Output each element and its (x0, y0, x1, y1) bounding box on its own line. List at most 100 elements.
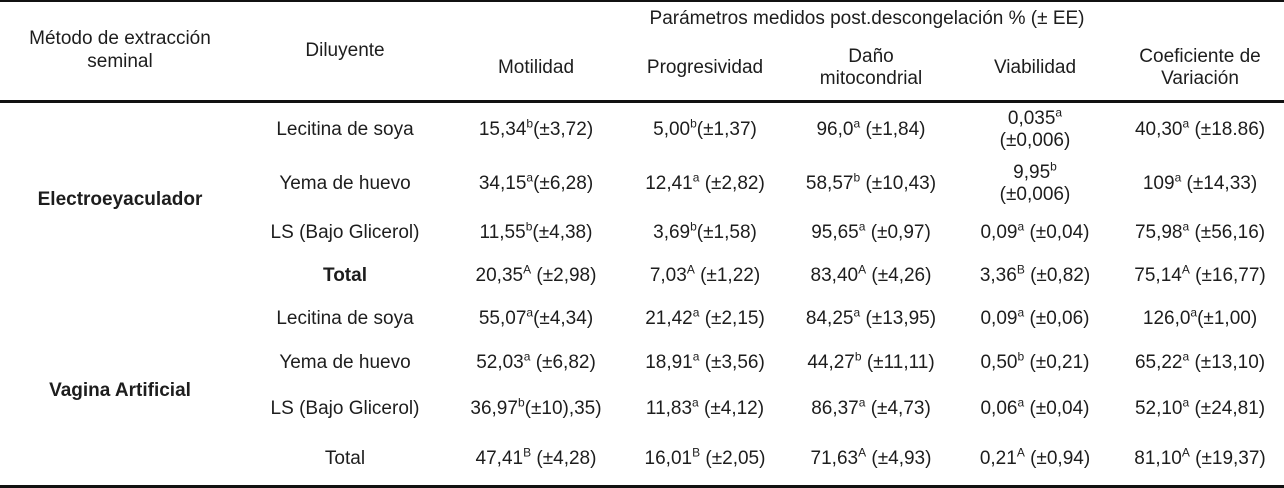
cell-value: 3,36 (979, 265, 1017, 287)
cell-value: 11,55 (479, 221, 526, 243)
cell-value: 0,21 (979, 447, 1017, 469)
table-row: Total 47,41B (±4,28) 16,01B (±2,05) 71,63A … (0, 433, 1284, 487)
cell-value: 58,57 (805, 172, 854, 194)
cell-standard-error: (±11,11) (866, 352, 935, 374)
significance-superscript: b (690, 219, 697, 234)
cell-value: 0,09 (980, 308, 1018, 330)
cell-value: 81,10 (1134, 447, 1182, 469)
cell-value: 0,035 (1007, 107, 1056, 129)
value-cell: 11,55b(±4,38) (450, 211, 622, 256)
cell-value: 5,00 (653, 118, 691, 140)
method-group-label: Electroeyaculador (37, 188, 203, 210)
table-row: Yema de huevo 34,15a(±6,28) 12,41a (±2,82)… (0, 158, 1284, 211)
table-row: Yema de huevo 52,03a (±6,82) 18,91a (±3,56… (0, 341, 1284, 386)
table-row: Total 20,35A (±2,98) 7,03A (±1,22) 83,40A (… (0, 255, 1284, 298)
cell-value: 126,0 (1142, 308, 1191, 330)
cell-value: 75,98 (1134, 221, 1183, 243)
cell-standard-error: (±24,81) (1194, 398, 1266, 420)
value-cell: 86,37a (±4,73) (788, 386, 954, 433)
value-cell: 84,25a (±13,95) (788, 298, 954, 342)
diluent-cell: Yema de huevo (279, 352, 411, 374)
cell-value: 52,03 (476, 352, 524, 374)
cell-standard-error: (±6,28) (533, 172, 594, 194)
significance-superscript: A (1181, 445, 1190, 460)
significance-superscript: A (523, 262, 532, 277)
cell-value: 7,03 (649, 265, 687, 287)
value-cell: 96,0a (±1,84) (788, 101, 954, 158)
value-cell: 0,09a (±0,04) (954, 211, 1116, 256)
significance-superscript: A (1016, 445, 1025, 460)
cell-standard-error: (±2,05) (705, 447, 766, 469)
cell-standard-error: (±56,16) (1194, 221, 1266, 243)
significance-superscript: b (853, 170, 861, 185)
cell-standard-error: (±0,006) (999, 130, 1071, 152)
value-cell: 0,06a (±0,04) (954, 386, 1116, 433)
significance-superscript: b (854, 350, 862, 365)
significance-superscript: a (1017, 219, 1025, 234)
cell-value: 95,65 (811, 221, 859, 243)
significance-superscript: a (692, 395, 699, 410)
cell-value: 55,07 (478, 308, 527, 330)
value-cell: 47,41B (±4,28) (450, 433, 622, 487)
cell-standard-error: (±0,82) (1030, 265, 1091, 287)
value-cell: 9,95b (±0,006) (954, 158, 1116, 211)
cell-value: 34,15 (478, 172, 527, 194)
table-header: Método de extracción seminal Diluyente P… (0, 1, 1284, 101)
table-row: Vagina Artificial Lecitina de soya 55,07a(… (0, 298, 1284, 401)
col-header-parameters-group: Parámetros medidos post.descongelación %… (649, 8, 1085, 30)
cell-value: 47,41 (475, 447, 524, 469)
value-cell: 18,91a (±3,56) (622, 341, 788, 386)
cell-value: 65,22 (1134, 352, 1183, 374)
value-cell: 65,22a (±13,10) (1116, 341, 1284, 386)
col-header-method: Método de extracción seminal (29, 28, 211, 72)
value-cell: 55,07a(±4,34) (450, 298, 622, 342)
significance-superscript: A (858, 445, 867, 460)
cell-value: 71,63 (810, 447, 859, 469)
significance-superscript: a (526, 306, 534, 321)
significance-superscript: a (1017, 306, 1025, 321)
cell-value: 84,25 (805, 308, 854, 330)
cell-standard-error: (±4,38) (532, 221, 593, 243)
cell-standard-error: (±4,93) (871, 447, 932, 469)
cell-value: 9,95 (1013, 161, 1051, 183)
significance-superscript: a (692, 350, 700, 365)
significance-superscript: b (525, 219, 533, 234)
cell-standard-error: (±10),35) (524, 398, 602, 420)
value-cell: 40,30a (±18.86) (1116, 101, 1284, 158)
cell-standard-error: (±4,28) (536, 447, 597, 469)
cell-standard-error: (±10,43) (865, 172, 937, 194)
cell-standard-error: (±4,12) (704, 398, 765, 420)
value-cell: 21,42a (±2,15) (622, 298, 788, 342)
cell-value: 36,97 (470, 398, 518, 420)
significance-superscript: a (1182, 395, 1190, 410)
value-cell: 0,035a (±0,006) (954, 101, 1116, 158)
cell-value: 3,69 (653, 221, 691, 243)
cell-standard-error: (±18.86) (1194, 118, 1266, 140)
significance-superscript: B (1016, 262, 1025, 277)
cell-standard-error: (±4,26) (871, 265, 932, 287)
method-group-label: Vagina Artificial (49, 380, 191, 402)
table-body: Electroeyaculador Lecitina de soya 15,34b(… (0, 101, 1284, 487)
cell-value: 86,37 (811, 398, 859, 420)
significance-superscript: a (858, 395, 866, 410)
cell-value: 18,91 (645, 352, 693, 374)
value-cell: 5,00b(±1,37) (622, 101, 788, 158)
significance-superscript: a (692, 306, 700, 321)
diluent-cell: LS (Bajo Glicerol) (270, 398, 420, 420)
table-row: LS (Bajo Glicerol) 36,97b(±10),35) 11,83a … (0, 386, 1284, 433)
cell-standard-error: (±2,15) (704, 308, 765, 330)
significance-superscript: A (858, 262, 867, 277)
cell-standard-error: (±4,73) (870, 398, 931, 420)
value-cell: 0,09a (±0,06) (954, 298, 1116, 342)
significance-superscript: b (526, 116, 534, 131)
cell-value: 0,50 (980, 352, 1018, 374)
col-header-diluent: Diluyente (305, 39, 385, 61)
value-cell: 0,21A (±0,94) (954, 433, 1116, 487)
value-cell: 52,10a (±24,81) (1116, 386, 1284, 433)
col-header-param-1: Progresividad (646, 57, 764, 79)
significance-superscript: a (1017, 395, 1025, 410)
cell-value: 40,30 (1134, 118, 1183, 140)
value-cell: 75,14A (±16,77) (1116, 255, 1284, 298)
cell-standard-error: (±0,06) (1029, 308, 1090, 330)
value-cell: 20,35A (±2,98) (450, 255, 622, 298)
